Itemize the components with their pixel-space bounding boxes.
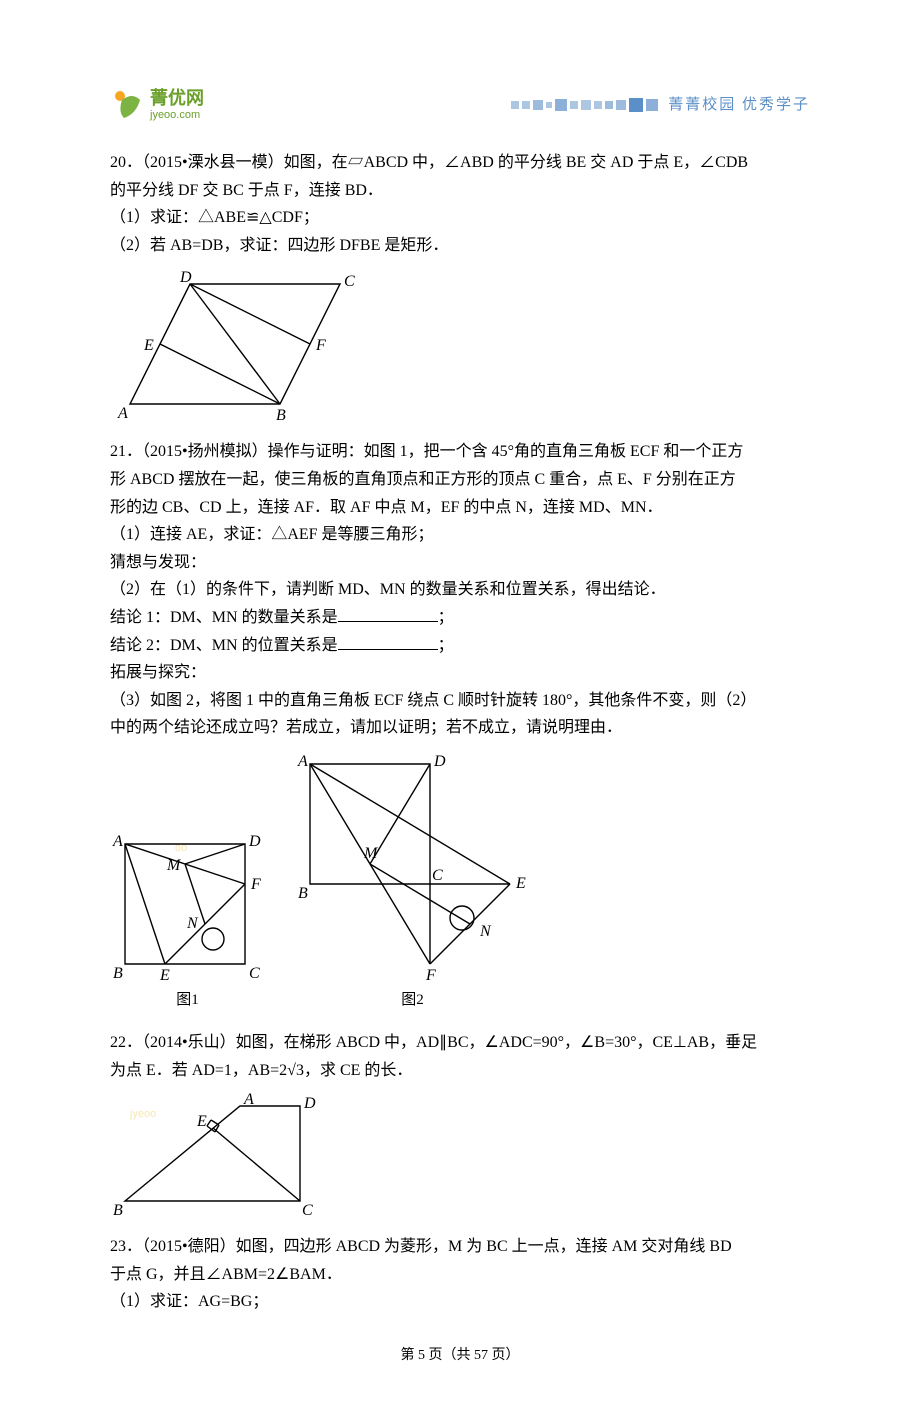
blank-line bbox=[338, 634, 438, 650]
question-23: 23．（2015•德阳）如图，四边形 ABCD 为菱形，M 为 BC 上一点，连… bbox=[110, 1234, 810, 1315]
q21-intro-l2: 形 ABCD 摆放在一起，使三角板的直角顶点和正方形的顶点 C 重合，点 E、F… bbox=[110, 467, 810, 493]
q21-conc2: 结论 2：DM、MN 的位置关系是 ； bbox=[110, 633, 810, 659]
q21-part3-l1: （3）如图 2，将图 1 中的直角三角板 ECF 绕点 C 顺时针旋转 180°… bbox=[110, 688, 810, 714]
svg-text:A: A bbox=[117, 405, 128, 421]
svg-text:C: C bbox=[432, 867, 443, 884]
svg-text:M: M bbox=[166, 857, 182, 874]
q22-intro-l1: 22．（2014•乐山）如图，在梯形 ABCD 中，AD∥BC，∠ADC=90°… bbox=[110, 1030, 810, 1056]
q21-conc1-prefix: 结论 1：DM、MN 的数量关系是 bbox=[110, 609, 338, 626]
svg-text:B: B bbox=[113, 965, 123, 982]
svg-text:D: D bbox=[179, 269, 192, 286]
svg-text:B: B bbox=[276, 407, 286, 421]
q21-fig2-wrap: A B C D E F M N 图2 bbox=[295, 749, 530, 1012]
q21-fig1-wrap: A B C D E F M N 图1 bbox=[110, 829, 265, 1012]
q21-intro-l3: 形的边 CB、CD 上，连接 AF．取 AF 中点 M，EF 的中点 N，连接 … bbox=[110, 495, 810, 521]
svg-text:D: D bbox=[248, 833, 261, 850]
svg-text:F: F bbox=[425, 967, 436, 984]
svg-text:M: M bbox=[363, 845, 379, 862]
question-20: 20．（2015•溧水县一模）如图，在▱ABCD 中，∠ABD 的平分线 BE … bbox=[110, 150, 810, 421]
page-header: 菁优网 jyeoo.com 菁菁校园 优秀学子 bbox=[110, 80, 810, 130]
svg-text:F: F bbox=[250, 876, 261, 893]
q20-diagram: A B C D E F bbox=[110, 266, 810, 421]
svg-text:C: C bbox=[344, 273, 355, 290]
q20-part2: （2）若 AB=DB，求证：四边形 DFBE 是矩形． bbox=[110, 233, 810, 259]
svg-text:N: N bbox=[479, 923, 492, 940]
svg-text:E: E bbox=[143, 337, 154, 354]
q21-part3-l2: 中的两个结论还成立吗？若成立，请加以证明；若不成立，请说明理由． bbox=[110, 715, 810, 741]
q22-diagram: A D B C E bbox=[110, 1091, 810, 1216]
q21-extend: 拓展与探究： bbox=[110, 660, 810, 686]
svg-text:B: B bbox=[113, 1202, 123, 1216]
tagline: 菁菁校园 优秀学子 bbox=[668, 93, 810, 117]
footer-suffix: 页） bbox=[488, 1348, 520, 1363]
footer-total: 57 bbox=[474, 1348, 488, 1363]
svg-text:E: E bbox=[196, 1113, 207, 1130]
svg-text:N: N bbox=[186, 915, 199, 932]
q21-guess: 猜想与发现： bbox=[110, 550, 810, 576]
q23-intro-l2: 于点 G，并且∠ABM=2∠BAM． bbox=[110, 1262, 810, 1288]
page-footer: 第 5 页（共 57 页） bbox=[110, 1345, 810, 1367]
svg-text:E: E bbox=[159, 967, 170, 984]
q20-intro-l1: 20．（2015•溧水县一模）如图，在▱ABCD 中，∠ABD 的平分线 BE … bbox=[110, 150, 810, 176]
q21-diagrams: A B C D E F M N 图1 A B C D E F M N 图2 bbox=[110, 749, 810, 1012]
logo-left: 菁优网 jyeoo.com bbox=[110, 88, 204, 122]
svg-text:E: E bbox=[515, 875, 526, 892]
q21-part1: （1）连接 AE，求证：△AEF 是等腰三角形； bbox=[110, 522, 810, 548]
blank-line bbox=[338, 606, 438, 622]
q21-intro-l1: 21．（2015•扬州模拟）操作与证明：如图 1，把一个含 45°角的直角三角板… bbox=[110, 439, 810, 465]
q21-conc1: 结论 1：DM、MN 的数量关系是 ； bbox=[110, 605, 810, 631]
q21-part2: （2）在（1）的条件下，请判断 MD、MN 的数量关系和位置关系，得出结论． bbox=[110, 577, 810, 603]
q20-part1: （1）求证：△ABE≌△CDF； bbox=[110, 205, 810, 231]
svg-text:A: A bbox=[297, 753, 308, 770]
header-pattern bbox=[511, 98, 658, 112]
svg-text:A: A bbox=[112, 833, 123, 850]
q23-part1: （1）求证：AG=BG； bbox=[110, 1289, 810, 1315]
logo-icon bbox=[110, 88, 144, 122]
logo-text-cn: 菁优网 bbox=[150, 89, 204, 109]
q21-conc2-suffix: ； bbox=[438, 637, 454, 654]
svg-text:D: D bbox=[433, 753, 446, 770]
logo-text-en: jyeoo.com bbox=[150, 109, 204, 121]
q21-conc2-prefix: 结论 2：DM、MN 的位置关系是 bbox=[110, 637, 338, 654]
footer-mid: 页（共 bbox=[425, 1348, 474, 1363]
question-22: 22．（2014•乐山）如图，在梯形 ABCD 中，AD∥BC，∠ADC=90°… bbox=[110, 1030, 810, 1216]
q21-fig1-label: 图1 bbox=[110, 988, 265, 1012]
footer-current: 5 bbox=[418, 1348, 425, 1363]
svg-text:C: C bbox=[249, 965, 260, 982]
header-right: 菁菁校园 优秀学子 bbox=[511, 93, 810, 117]
question-21: 21．（2015•扬州模拟）操作与证明：如图 1，把一个含 45°角的直角三角板… bbox=[110, 439, 810, 1012]
svg-text:B: B bbox=[298, 885, 308, 902]
svg-text:C: C bbox=[302, 1202, 313, 1216]
q22-intro-l2: 为点 E．若 AD=1，AB=2√3，求 CE 的长． bbox=[110, 1058, 810, 1084]
svg-text:A: A bbox=[243, 1091, 254, 1108]
q20-intro-l2: 的平分线 DF 交 BC 于点 F，连接 BD． bbox=[110, 178, 810, 204]
q21-fig2-label: 图2 bbox=[295, 988, 530, 1012]
svg-text:F: F bbox=[315, 337, 326, 354]
q23-intro-l1: 23．（2015•德阳）如图，四边形 ABCD 为菱形，M 为 BC 上一点，连… bbox=[110, 1234, 810, 1260]
q21-conc1-suffix: ； bbox=[438, 609, 454, 626]
svg-text:D: D bbox=[303, 1095, 316, 1112]
footer-prefix: 第 bbox=[401, 1348, 419, 1363]
